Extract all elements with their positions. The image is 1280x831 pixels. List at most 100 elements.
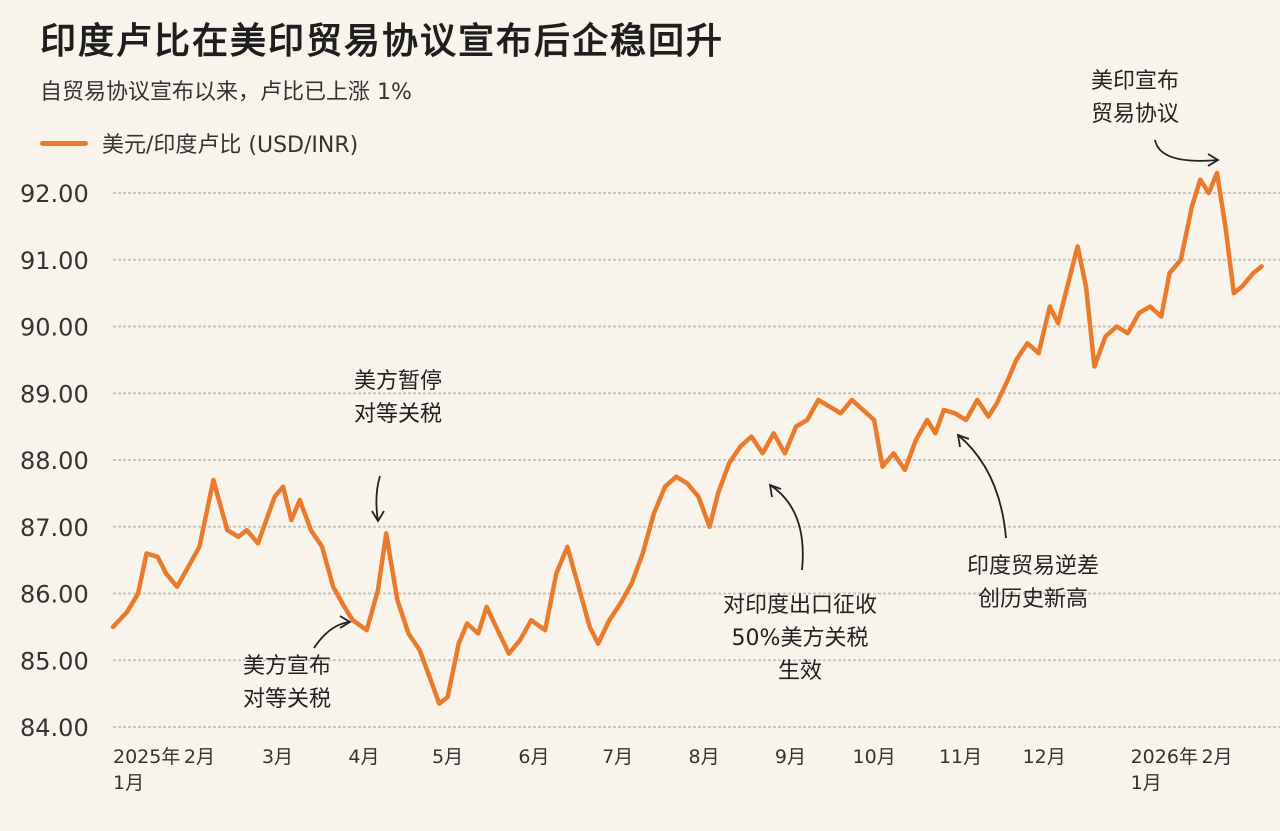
data-point xyxy=(641,551,645,556)
data-point xyxy=(518,638,522,642)
x-tick-label: 2月 xyxy=(1201,746,1232,768)
x-tick-label: 4月 xyxy=(348,746,379,768)
data-point xyxy=(1126,331,1130,335)
x-tick-label: 2025年 xyxy=(113,746,180,768)
x-tick-label: 1月 xyxy=(113,772,144,794)
data-point xyxy=(1148,304,1152,309)
data-point xyxy=(772,431,776,435)
data-point xyxy=(827,405,832,409)
data-point xyxy=(749,435,754,439)
data-point xyxy=(245,528,249,532)
data-point xyxy=(309,528,313,532)
y-tick-label: 88.00 xyxy=(20,447,89,475)
data-point xyxy=(543,628,547,632)
annotation-text: 印度贸易逆差 xyxy=(967,554,1099,579)
data-point xyxy=(892,451,896,455)
data-point xyxy=(376,588,380,592)
data-point xyxy=(663,485,667,489)
data-point xyxy=(1084,284,1088,289)
data-point xyxy=(674,475,678,479)
data-point xyxy=(696,495,701,499)
data-point xyxy=(1115,324,1119,329)
data-point xyxy=(484,605,489,609)
y-tick-label: 85.00 xyxy=(20,647,89,675)
data-point xyxy=(211,478,215,482)
data-point xyxy=(365,628,369,632)
data-point xyxy=(554,571,558,576)
annotation-arrowhead xyxy=(768,483,782,498)
annotation-text: 对等关税 xyxy=(354,402,442,427)
data-point xyxy=(816,398,820,402)
data-point xyxy=(565,545,570,549)
legend-swatch xyxy=(40,140,88,146)
usd-inr-line xyxy=(110,170,1264,706)
data-point xyxy=(903,468,907,472)
data-point xyxy=(708,525,712,529)
data-point xyxy=(289,518,294,522)
data-point xyxy=(1056,321,1060,325)
data-point xyxy=(975,398,979,402)
annotation-arrowhead xyxy=(371,510,385,523)
annotation-text: 美方宣布 xyxy=(243,654,331,679)
legend-label: 美元/印度卢比 (USD/INR) xyxy=(102,133,359,158)
x-tick-label: 3月 xyxy=(262,746,293,768)
x-tick-label: 7月 xyxy=(602,746,633,768)
data-point xyxy=(156,555,160,559)
data-point xyxy=(136,591,140,596)
data-point xyxy=(872,418,876,422)
chart-title: 印度卢比在美印贸易协议宣布后企稳回升 xyxy=(40,21,725,62)
data-point xyxy=(1190,204,1194,208)
data-point xyxy=(281,485,285,489)
data-point xyxy=(850,398,854,402)
data-point xyxy=(738,445,742,449)
data-point xyxy=(794,425,798,429)
annotation-text: 创历史新高 xyxy=(978,587,1088,612)
annotation-arrowhead xyxy=(1207,153,1220,167)
data-point xyxy=(1251,271,1255,275)
data-point xyxy=(629,581,634,586)
data-point xyxy=(529,618,533,622)
x-tick-label: 9月 xyxy=(775,746,806,768)
data-point xyxy=(1076,244,1080,248)
data-point xyxy=(588,625,592,629)
x-tick-label: 5月 xyxy=(432,746,463,768)
annotation-arrow xyxy=(375,475,381,522)
annotation-arrowhead xyxy=(956,433,970,448)
data-point xyxy=(760,451,765,455)
data-point xyxy=(217,498,221,502)
data-point xyxy=(144,551,149,556)
data-point xyxy=(942,408,946,412)
data-point xyxy=(445,695,450,699)
data-point xyxy=(596,641,600,646)
annotation-text: 对印度出口征收 xyxy=(723,593,877,618)
data-point xyxy=(783,451,787,455)
x-tick-label: 11月 xyxy=(939,746,982,768)
data-point xyxy=(861,408,865,412)
data-point xyxy=(1048,304,1052,309)
data-point xyxy=(197,545,202,549)
data-point xyxy=(1207,191,1211,195)
data-point xyxy=(1198,178,1202,182)
data-point xyxy=(406,631,411,636)
data-point xyxy=(496,628,500,632)
data-point xyxy=(225,528,229,532)
data-point xyxy=(125,610,129,614)
y-tick-label: 87.00 xyxy=(20,514,89,542)
data-point xyxy=(298,498,302,502)
chart-subtitle: 自贸易协议宣布以来，卢比已上涨 1% xyxy=(40,80,412,105)
data-point xyxy=(507,651,511,656)
data-point xyxy=(273,495,277,499)
data-point xyxy=(437,702,441,706)
data-point xyxy=(618,601,623,606)
data-point xyxy=(418,648,422,652)
x-tick-label: 6月 xyxy=(518,746,549,768)
data-point xyxy=(727,461,731,465)
x-tick-label: 2026年 xyxy=(1131,746,1198,768)
data-point xyxy=(351,618,355,622)
data-point xyxy=(652,511,656,515)
data-point xyxy=(457,641,461,646)
data-point xyxy=(1137,311,1141,315)
data-point xyxy=(1064,288,1069,292)
data-point xyxy=(256,541,260,546)
